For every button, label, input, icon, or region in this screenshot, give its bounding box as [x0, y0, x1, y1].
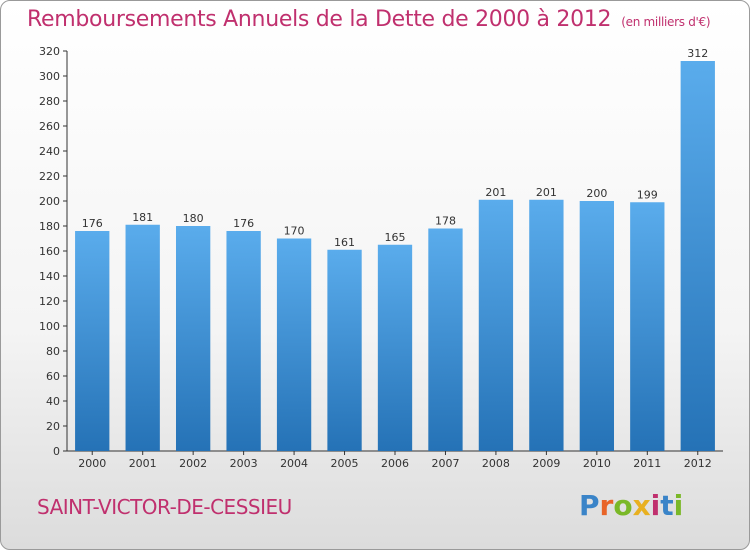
bar-2011 — [630, 202, 665, 451]
chart-bars — [75, 61, 715, 451]
x-tick-label: 2008 — [482, 457, 510, 470]
value-label: 178 — [435, 215, 456, 228]
value-label: 199 — [637, 188, 658, 201]
y-tick-label: 180 — [39, 220, 60, 233]
x-tick-label: 2012 — [684, 457, 712, 470]
value-label: 181 — [132, 211, 153, 224]
value-label: 165 — [385, 231, 406, 244]
bar-2004 — [276, 238, 312, 451]
value-label: 201 — [536, 186, 557, 199]
logo-letter: o — [613, 489, 633, 522]
y-tick-label: 320 — [39, 45, 60, 58]
chart-labels: 176 181 180 176 170 161 165 178 201 201 200 199 312 — [82, 47, 709, 249]
logo-letter: t — [660, 489, 674, 522]
x-tick-label: 2005 — [331, 457, 359, 470]
proxiti-logo: Proxiti — [579, 489, 683, 522]
x-tick-label: 2010 — [583, 457, 611, 470]
y-tick-label: 100 — [39, 320, 60, 333]
x-tick-label: 2004 — [280, 457, 308, 470]
y-tick-label: 40 — [46, 395, 60, 408]
y-tick-label: 20 — [46, 420, 60, 433]
x-tick-label: 2006 — [381, 457, 409, 470]
bar-2007 — [428, 228, 463, 451]
y-tick-label: 220 — [39, 170, 60, 183]
bar-2010 — [579, 201, 615, 451]
bar-2006 — [377, 244, 413, 451]
x-tick-label: 2002 — [179, 457, 207, 470]
x-tick-label: 2000 — [78, 457, 106, 470]
logo-letter: P — [579, 489, 600, 522]
y-tick-label: 60 — [46, 370, 60, 383]
value-label: 180 — [183, 212, 204, 225]
value-label: 312 — [687, 47, 708, 60]
bar-2000 — [75, 231, 110, 451]
value-label: 161 — [334, 236, 355, 249]
logo-letter: i — [673, 489, 684, 522]
y-tick-label: 280 — [39, 95, 60, 108]
y-tick-label: 120 — [39, 295, 60, 308]
x-tick-label: 2009 — [532, 457, 560, 470]
bar-2008 — [478, 199, 514, 451]
x-tick-label: 2007 — [431, 457, 459, 470]
y-tick-label: 260 — [39, 120, 60, 133]
y-tick-label: 0 — [53, 445, 60, 458]
chart-title-text: Remboursements Annuels de la Dette de 20… — [27, 7, 612, 32]
y-tick-label: 160 — [39, 245, 60, 258]
logo-letter: x — [632, 489, 651, 522]
chart-unit: (en milliers d'€) — [621, 15, 711, 29]
y-tick-label: 300 — [39, 70, 60, 83]
x-tick-label: 2011 — [633, 457, 661, 470]
city-name: SAINT-VICTOR-DE-CESSIEU — [37, 495, 292, 519]
bar-2005 — [327, 249, 362, 451]
value-label: 170 — [284, 225, 305, 238]
bar-2001 — [125, 224, 160, 451]
chart-axes: 0 20 40 60 80 100 120 140 160 180 200 220 240 260 280 3… — [39, 45, 723, 470]
bar-2009 — [529, 199, 564, 451]
y-tick-label: 80 — [46, 345, 60, 358]
y-tick-label: 140 — [39, 270, 60, 283]
value-label: 201 — [485, 186, 506, 199]
bar-2012 — [680, 61, 715, 451]
bar-2003 — [226, 231, 261, 451]
logo-letter: i — [650, 489, 661, 522]
bar-2002 — [175, 226, 211, 451]
logo-letter: r — [599, 489, 614, 522]
value-label: 200 — [586, 187, 607, 200]
x-tick-label: 2003 — [230, 457, 258, 470]
value-label: 176 — [82, 217, 103, 230]
x-tick-label: 2001 — [129, 457, 157, 470]
y-tick-label: 240 — [39, 145, 60, 158]
value-label: 176 — [233, 217, 254, 230]
chart-title: Remboursements Annuels de la Dette de 20… — [27, 7, 711, 32]
y-tick-label: 200 — [39, 195, 60, 208]
